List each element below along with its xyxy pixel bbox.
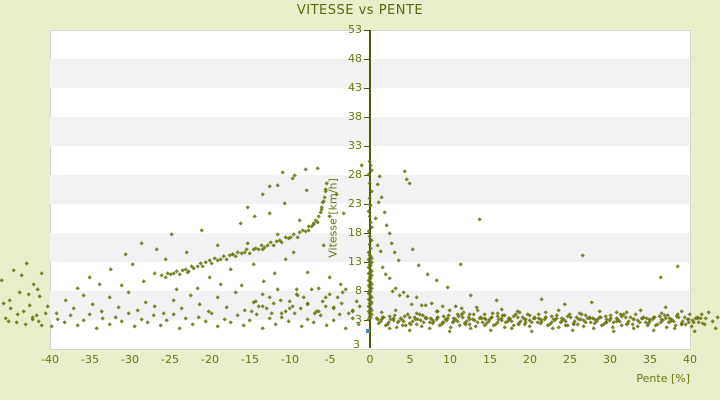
data-point (8, 306, 14, 311)
y-tickmark (364, 30, 369, 31)
y-tickmark (364, 88, 369, 89)
data-point (0, 277, 5, 283)
data-point (39, 323, 45, 328)
data-point (30, 282, 36, 288)
data-point (38, 270, 44, 276)
data-point (35, 287, 41, 292)
y-tick-label: 18 (348, 225, 362, 239)
y-tickmark (364, 233, 369, 234)
data-point (17, 289, 22, 295)
y-tick-label: 38 (348, 109, 362, 123)
y-tickmark (364, 59, 369, 60)
x-tick-label: 15 (483, 353, 497, 366)
data-point (25, 292, 31, 298)
data-point (692, 329, 698, 335)
data-point (37, 294, 42, 300)
x-tick-label: -20 (201, 353, 219, 366)
y-tick-label: 53 (348, 23, 362, 36)
data-point (713, 326, 718, 332)
chart-title: VITESSE vs PENTE (296, 3, 424, 18)
y-tick-label: 23 (348, 196, 362, 210)
data-point (699, 312, 705, 317)
x-tick-label: 40 (683, 353, 697, 366)
y-tickmark (364, 117, 369, 118)
x-tick-label: 20 (523, 353, 537, 366)
data-point (705, 310, 711, 316)
y-tick-label: 3 (355, 312, 362, 326)
data-point (13, 320, 19, 326)
x-tick-label: -40 (41, 353, 59, 366)
x-tick-label: 35 (643, 353, 657, 366)
data-point (42, 311, 48, 317)
y-axis-origin-label: 3 (353, 338, 360, 351)
y-tick-label: 33 (348, 138, 362, 152)
y-tick-label: 48 (348, 51, 362, 65)
data-point (701, 321, 707, 327)
data-point (703, 316, 709, 322)
x-axis-title: Pente [%] (636, 372, 690, 385)
x-tick-label: 5 (406, 353, 414, 366)
data-point (27, 303, 33, 309)
highlight-point (366, 329, 371, 334)
data-point (15, 312, 21, 317)
data-point (709, 319, 715, 325)
data-point (678, 321, 684, 327)
data-point (1, 301, 6, 307)
y-tickmark (364, 146, 369, 147)
data-point (274, 182, 280, 188)
data-point (7, 298, 13, 304)
x-tick-label: 25 (563, 353, 577, 366)
x-tick-label: -35 (81, 353, 99, 366)
data-point (29, 317, 35, 323)
data-point (24, 261, 30, 267)
x-tick-label: -5 (324, 353, 336, 366)
data-point (5, 319, 11, 325)
data-point (689, 324, 694, 329)
y-axis-line (369, 30, 371, 348)
y-tickmark (364, 204, 369, 205)
y-tick-label: 28 (348, 167, 362, 181)
y-tick-label: 8 (355, 283, 362, 297)
x-tick-label: -25 (161, 353, 179, 366)
x-tick-label: 0 (366, 353, 374, 366)
y-tick-label: 43 (348, 80, 362, 94)
y-tickmark (364, 262, 369, 263)
x-tick-label: -30 (121, 353, 139, 366)
data-point (19, 273, 25, 278)
x-tick-label: 30 (603, 353, 617, 366)
data-point (715, 315, 720, 321)
x-tick-label: -15 (241, 353, 259, 366)
data-point (21, 309, 26, 314)
data-point (23, 322, 29, 328)
x-tick-label: 10 (443, 353, 457, 366)
y-tick-label: 13 (348, 254, 362, 268)
x-tick-label: -10 (281, 353, 299, 366)
data-point (10, 267, 16, 273)
